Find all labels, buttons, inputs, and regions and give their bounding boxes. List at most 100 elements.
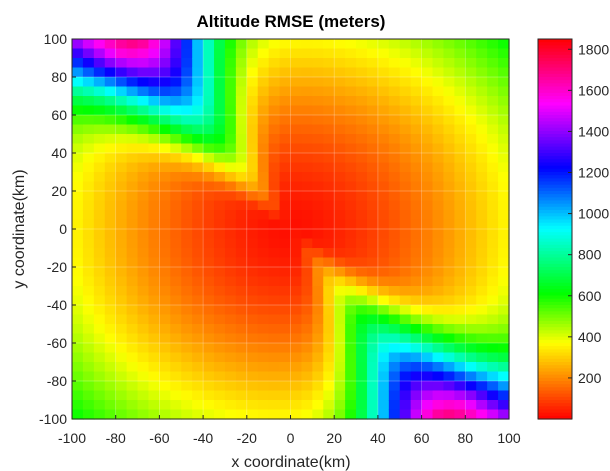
- heatmap-cell: [72, 143, 84, 154]
- heatmap-cell: [137, 77, 150, 88]
- heatmap-cell: [421, 248, 434, 259]
- heatmap-cell: [388, 305, 401, 316]
- heatmap-cell: [334, 238, 346, 249]
- heatmap-cell: [137, 124, 150, 135]
- heatmap-cell: [224, 314, 237, 325]
- heatmap-cell: [334, 219, 346, 230]
- heatmap-cell: [137, 143, 150, 154]
- heatmap-cell: [93, 362, 106, 373]
- heatmap-cell: [170, 352, 182, 363]
- heatmap-cell: [72, 305, 84, 316]
- heatmap-cell: [290, 134, 303, 145]
- colorbar-segment: [538, 83, 572, 88]
- heatmap-cell: [104, 333, 117, 344]
- heatmap-cell: [235, 58, 248, 69]
- heatmap-cell: [432, 96, 445, 107]
- heatmap-cell: [82, 333, 95, 344]
- heatmap-cell: [498, 48, 510, 59]
- heatmap-cell: [487, 172, 499, 183]
- heatmap-cell: [421, 58, 434, 69]
- heatmap-cell: [323, 295, 335, 306]
- heatmap-cell: [410, 162, 423, 173]
- heatmap-cell: [290, 400, 303, 411]
- heatmap-cell: [235, 124, 248, 135]
- heatmap-cell: [214, 162, 226, 173]
- heatmap-cell: [432, 229, 445, 240]
- heatmap-cell: [312, 219, 324, 230]
- heatmap-cell: [432, 286, 445, 297]
- heatmap-cell: [126, 191, 139, 202]
- heatmap-cell: [377, 390, 390, 401]
- heatmap-cell: [203, 162, 215, 173]
- heatmap-cell: [137, 371, 150, 382]
- heatmap-cell: [148, 400, 161, 411]
- heatmap-cell: [356, 162, 368, 173]
- heatmap-cell: [356, 181, 368, 192]
- heatmap-cell: [410, 267, 423, 278]
- heatmap-cell: [487, 162, 499, 173]
- heatmap-cell: [345, 115, 357, 126]
- heatmap-cell: [170, 219, 182, 230]
- heatmap-cell: [487, 229, 499, 240]
- heatmap-cell: [301, 352, 313, 363]
- heatmap-cell: [498, 115, 510, 126]
- heatmap-cell: [476, 200, 488, 211]
- heatmap-cell: [93, 162, 106, 173]
- heatmap-cell: [268, 134, 281, 145]
- heatmap-cell: [465, 124, 477, 135]
- heatmap-cell: [268, 305, 281, 316]
- heatmap-cell: [487, 362, 499, 373]
- heatmap-cell: [334, 115, 346, 126]
- heatmap-cell: [170, 124, 182, 135]
- heatmap-cell: [443, 371, 455, 382]
- heatmap-cell: [410, 200, 423, 211]
- heatmap-cell: [356, 409, 368, 420]
- heatmap-cell: [137, 409, 150, 420]
- heatmap-cell: [498, 314, 510, 325]
- heatmap-cell: [334, 58, 346, 69]
- heatmap-cell: [312, 77, 324, 88]
- heatmap-cell: [290, 276, 303, 287]
- heatmap-cell: [192, 86, 204, 97]
- heatmap-cell: [170, 67, 182, 78]
- heatmap-cell: [345, 124, 357, 135]
- heatmap-cell: [388, 124, 401, 135]
- heatmap-cell: [432, 143, 445, 154]
- y-tick-label: 40: [51, 145, 67, 161]
- heatmap-cell: [214, 371, 226, 382]
- heatmap-cell: [279, 390, 292, 401]
- heatmap-cell: [181, 191, 193, 202]
- heatmap-cell: [126, 248, 139, 259]
- heatmap-cell: [356, 267, 368, 278]
- heatmap-cell: [115, 67, 128, 78]
- heatmap-cell: [148, 352, 161, 363]
- heatmap-cell: [498, 371, 510, 382]
- heatmap-cell: [170, 191, 182, 202]
- heatmap-cell: [465, 191, 477, 202]
- heatmap-cell: [137, 286, 150, 297]
- heatmap-cell: [268, 276, 281, 287]
- colorbar-segment: [538, 352, 572, 357]
- heatmap-cell: [104, 67, 117, 78]
- heatmap-cell: [290, 229, 303, 240]
- heatmap-cell: [454, 191, 466, 202]
- heatmap-cell: [334, 257, 346, 268]
- heatmap-cell: [279, 86, 292, 97]
- heatmap-cell: [388, 143, 401, 154]
- heatmap-cell: [388, 314, 401, 325]
- heatmap-cell: [235, 352, 248, 363]
- heatmap-cell: [421, 314, 434, 325]
- heatmap-cell: [443, 333, 455, 344]
- heatmap-cell: [366, 124, 379, 135]
- heatmap-cell: [377, 134, 390, 145]
- heatmap-cell: [126, 115, 139, 126]
- heatmap-cell: [345, 381, 357, 392]
- heatmap-cell: [148, 257, 161, 268]
- heatmap-cell: [235, 409, 248, 420]
- heatmap-cell: [137, 257, 150, 268]
- heatmap-cell: [192, 191, 204, 202]
- heatmap-cell: [214, 48, 226, 59]
- heatmap-cell: [410, 229, 423, 240]
- heatmap-cell: [323, 58, 335, 69]
- heatmap-cell: [279, 48, 292, 59]
